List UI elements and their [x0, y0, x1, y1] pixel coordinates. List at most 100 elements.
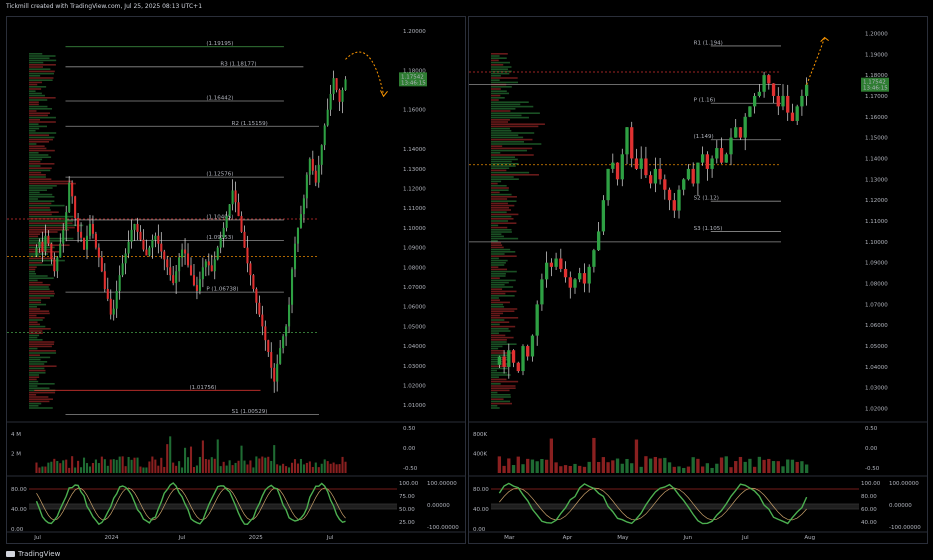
candle-body — [249, 263, 252, 276]
volume-profile-bar — [29, 378, 37, 381]
candle-body — [115, 290, 118, 309]
volume-profile-bar — [491, 136, 524, 139]
volume-bar — [677, 466, 681, 473]
price-tick-label: 1.09000 — [403, 246, 426, 252]
volume-profile-bar — [29, 262, 43, 264]
candle-body — [285, 326, 288, 337]
candle-body — [338, 89, 341, 102]
volume-profile-bar — [29, 224, 84, 227]
volume-profile-bar — [29, 204, 65, 207]
volume-profile-bar — [29, 372, 46, 374]
volume-bar — [288, 467, 291, 473]
volume-profile-bar — [491, 308, 518, 310]
candle-body — [648, 175, 653, 184]
volume-bar — [207, 459, 210, 473]
candle-body — [317, 164, 320, 183]
price-tick-label: 1.05000 — [865, 344, 888, 350]
candle-body — [521, 346, 525, 372]
candle-body — [606, 168, 610, 201]
volume-bar — [285, 466, 288, 473]
volume-bar — [68, 467, 71, 473]
volume-profile-bar — [29, 396, 49, 398]
volume-bar — [530, 459, 535, 473]
candle-body — [50, 243, 53, 260]
candle-body — [145, 249, 148, 256]
volume-profile-bar — [491, 407, 500, 409]
candle-body — [516, 362, 520, 372]
candle-body — [672, 200, 676, 211]
volume-bar — [317, 467, 320, 473]
volume-profile-bar — [491, 66, 512, 68]
volume-profile-bar — [491, 101, 529, 103]
volume-profile-bar — [491, 202, 508, 205]
volume-profile-bar — [491, 145, 503, 147]
right-chart-svg[interactable]: 1.20000 1.19000 1.18000 1.17000 1.16000 1.150… — [469, 17, 928, 544]
volume-profile-bar — [491, 394, 511, 396]
candle-body — [559, 258, 563, 269]
volume-profile-bar — [29, 325, 46, 328]
candle-body — [781, 95, 785, 107]
volume-profile-bar — [491, 343, 517, 345]
volume-profile-bar — [29, 259, 65, 262]
volume-bar — [734, 461, 738, 473]
price-tick-label: 1.09000 — [865, 261, 888, 267]
candle-body — [103, 271, 106, 289]
volume-bar — [786, 459, 790, 473]
candle-body — [213, 259, 216, 272]
volume-right-label: 0.00 — [403, 446, 416, 452]
candle-body — [526, 346, 530, 357]
candle-body — [112, 308, 115, 315]
level-label: (1.12576) — [206, 172, 233, 178]
time-axis-label: Apr — [563, 535, 573, 541]
left-chart-svg[interactable]: 1.20000 1.18000 1.16000 1.14000 1.13000 1.120… — [7, 17, 466, 544]
candle-body — [41, 241, 44, 252]
volume-bar — [210, 457, 213, 473]
volume-bar — [160, 457, 163, 473]
volume-profile-bar — [491, 372, 508, 374]
volume-bar — [344, 461, 347, 473]
volume-bar — [192, 467, 196, 473]
volume-profile-bar — [29, 400, 50, 403]
volume-profile-bar — [29, 61, 44, 64]
volume-profile-bar — [29, 138, 53, 141]
candle-body — [47, 235, 50, 244]
candle-body — [258, 302, 261, 315]
candle-body — [710, 158, 714, 169]
time-axis-label: Jul — [741, 535, 749, 541]
volume-bar — [578, 465, 582, 473]
volume-profile-bar — [491, 191, 500, 194]
candle-body — [270, 352, 273, 368]
volume-bar — [186, 457, 190, 473]
volume-profile-bar — [491, 235, 504, 238]
volume-profile-bar — [491, 112, 540, 114]
candle-body — [118, 275, 121, 291]
volume-profile-bar — [491, 81, 519, 84]
price-tick-label: 1.11000 — [865, 219, 888, 225]
candle-body — [288, 304, 291, 327]
candle-body — [186, 253, 190, 266]
volume-bar — [587, 461, 591, 473]
tradingview-footer[interactable]: TradingView — [6, 550, 60, 558]
volume-profile-bar — [491, 297, 499, 299]
candle-body — [724, 154, 728, 163]
level-label: (1.149) — [694, 134, 714, 140]
volume-profile-bar — [491, 152, 501, 154]
osc-right2-label: 100.00000 — [427, 481, 457, 487]
volume-profile-bar — [29, 207, 50, 209]
volume-profile-bar — [491, 127, 510, 130]
volume-profile-bar — [491, 72, 510, 75]
right-chart-pane[interactable]: 1.20000 1.19000 1.18000 1.17000 1.16000 1.150… — [468, 16, 928, 544]
price-tick-label: 1.15000 — [865, 136, 888, 142]
osc-right2-label: -100.00000 — [889, 525, 921, 531]
volume-profile-bar — [491, 257, 499, 260]
volume-profile-bar — [29, 152, 39, 154]
price-tick-label: 1.14000 — [865, 156, 888, 162]
left-chart-pane[interactable]: 1.20000 1.18000 1.16000 1.14000 1.13000 1.120… — [6, 16, 466, 544]
candle-body — [243, 231, 246, 248]
time-axis-label: Jul — [178, 535, 186, 541]
volume-profile-bar — [491, 352, 515, 354]
volume-bar — [611, 460, 615, 473]
candle-body — [264, 326, 267, 341]
candle-body — [302, 198, 305, 215]
volume-profile-bar — [491, 149, 527, 152]
